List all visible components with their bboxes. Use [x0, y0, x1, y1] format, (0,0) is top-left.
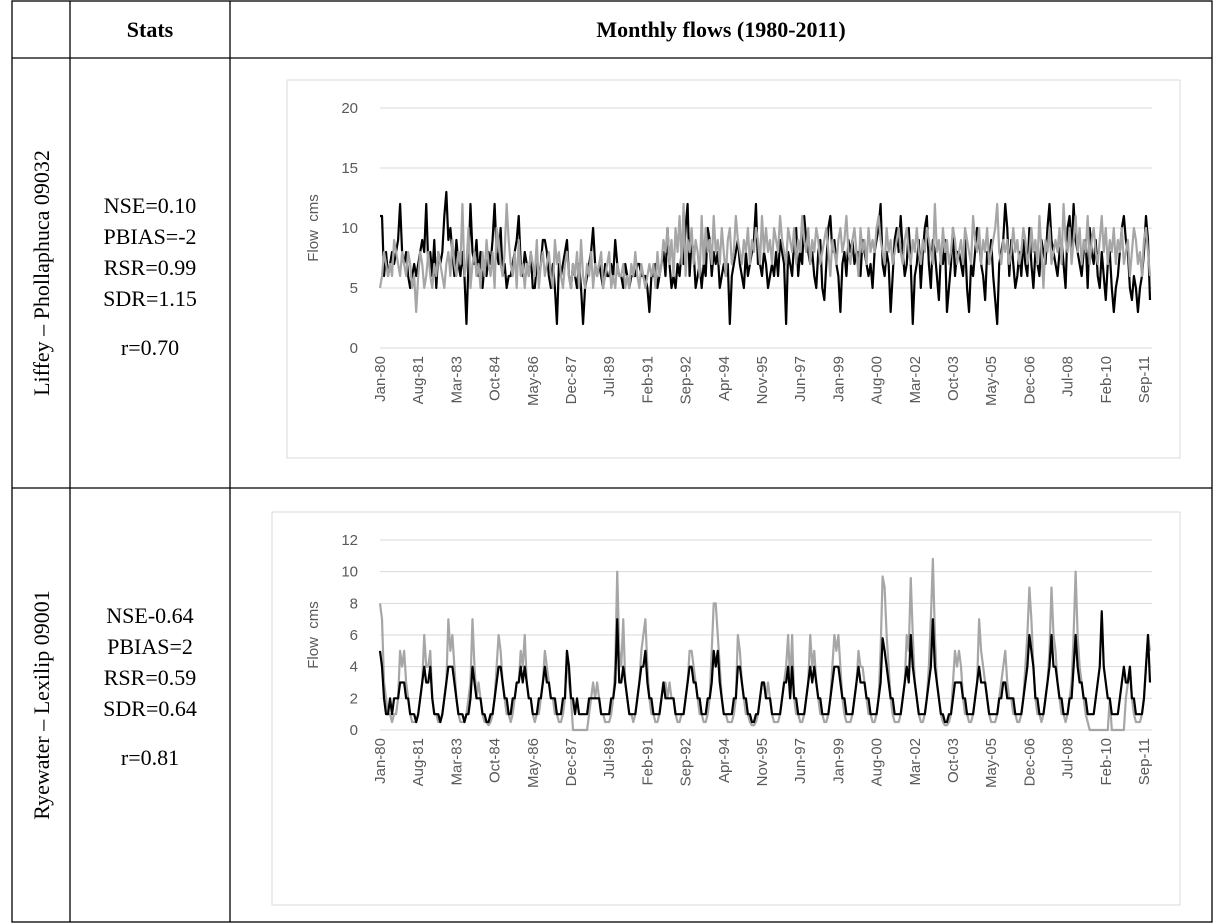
y-tick-label: 0 [350, 340, 358, 357]
x-tick-label: Sep-92 [678, 738, 695, 786]
x-tick-label: Dec-06 [1021, 356, 1038, 404]
y-tick-label: 12 [341, 532, 358, 549]
x-tick-label: Mar-02 [907, 738, 924, 786]
x-tick-label: Aug-81 [410, 356, 427, 404]
x-tick-label: Feb-10 [1098, 356, 1115, 404]
stat: RSR=0.59 [104, 665, 197, 690]
y-tick-label: 4 [350, 659, 358, 676]
x-tick-label: Jul-89 [601, 356, 618, 397]
x-tick-label: May-05 [983, 356, 1000, 406]
x-tick-label: Apr-94 [716, 738, 733, 783]
x-tick-label: Aug-00 [869, 738, 886, 786]
x-tick-label: Jun-97 [792, 356, 809, 402]
stat: SDR=1.15 [103, 286, 197, 311]
series-line [378, 202, 1152, 314]
series-line [378, 610, 1152, 724]
y-tick-label: 6 [350, 627, 358, 644]
stat: NSE=0.10 [104, 193, 196, 218]
stat: r=0.81 [121, 745, 179, 770]
y-tick-label: 5 [350, 280, 358, 297]
x-tick-label: Oct-84 [487, 738, 504, 783]
x-tick-label: Jun-97 [792, 738, 809, 784]
x-tick-label: Oct-03 [945, 738, 962, 783]
y-tick-label: 10 [341, 564, 358, 581]
x-tick-label: Oct-84 [487, 356, 504, 401]
header-cell: Stats [127, 17, 174, 42]
stat: SDR=0.64 [103, 696, 197, 721]
x-tick-label: Jul-89 [601, 738, 618, 779]
x-tick-label: Dec-87 [563, 738, 580, 786]
y-tick-label: 8 [350, 595, 358, 612]
y-tick-label: 0 [350, 722, 358, 739]
x-tick-label: Sep-92 [678, 356, 695, 404]
x-tick-label: Feb-91 [639, 356, 656, 404]
x-tick-label: May-86 [525, 356, 542, 406]
x-tick-label: Jul-08 [1060, 738, 1077, 779]
x-tick-label: Jan-99 [830, 738, 847, 784]
x-tick-label: Aug-00 [869, 356, 886, 404]
x-tick-label: Nov-95 [754, 738, 771, 786]
x-tick-label: Sep-11 [1136, 356, 1153, 403]
x-tick-label: Feb-10 [1098, 738, 1115, 786]
stat: r=0.70 [121, 335, 179, 360]
x-tick-label: Mar-02 [907, 356, 924, 404]
site-label: Liffey – Phollaphuca 09032 [29, 150, 54, 396]
y-axis-label: Flow cms [305, 601, 322, 669]
stat: PBIAS=2 [107, 634, 193, 659]
chart-frame [271, 511, 1181, 906]
x-tick-label: Mar-83 [448, 738, 465, 786]
stat: NSE-0.64 [106, 603, 193, 628]
series-line [378, 557, 1152, 732]
stat: RSR=0.99 [104, 255, 197, 280]
x-tick-label: Jan-80 [372, 738, 389, 784]
y-tick-label: 20 [341, 100, 358, 117]
x-tick-label: Apr-94 [716, 356, 733, 401]
chart-frame [286, 79, 1181, 459]
y-tick-label: 15 [341, 160, 358, 177]
x-tick-label: Feb-91 [639, 738, 656, 786]
x-tick-label: Jan-80 [372, 356, 389, 402]
x-tick-label: Jan-99 [830, 356, 847, 402]
x-tick-label: Dec-06 [1021, 738, 1038, 786]
x-tick-label: Aug-81 [410, 738, 427, 786]
x-tick-label: May-86 [525, 738, 542, 788]
x-tick-label: Sep-11 [1136, 738, 1153, 785]
site-label: Ryewater – Lexilip 09001 [29, 590, 54, 819]
x-tick-label: May-05 [983, 738, 1000, 788]
y-tick-label: 10 [341, 220, 358, 237]
y-tick-label: 2 [350, 690, 358, 707]
series-line [380, 190, 1152, 326]
x-tick-label: Oct-03 [945, 356, 962, 401]
x-tick-label: Nov-95 [754, 356, 771, 404]
x-tick-label: Jul-08 [1060, 356, 1077, 397]
x-tick-label: Dec-87 [563, 356, 580, 404]
header-cell: Monthly flows (1980-2011) [596, 17, 845, 42]
stat: PBIAS=-2 [103, 224, 196, 249]
y-axis-label: Flow cms [305, 194, 322, 262]
table-border [11, 0, 1213, 923]
x-tick-label: Mar-83 [448, 356, 465, 404]
